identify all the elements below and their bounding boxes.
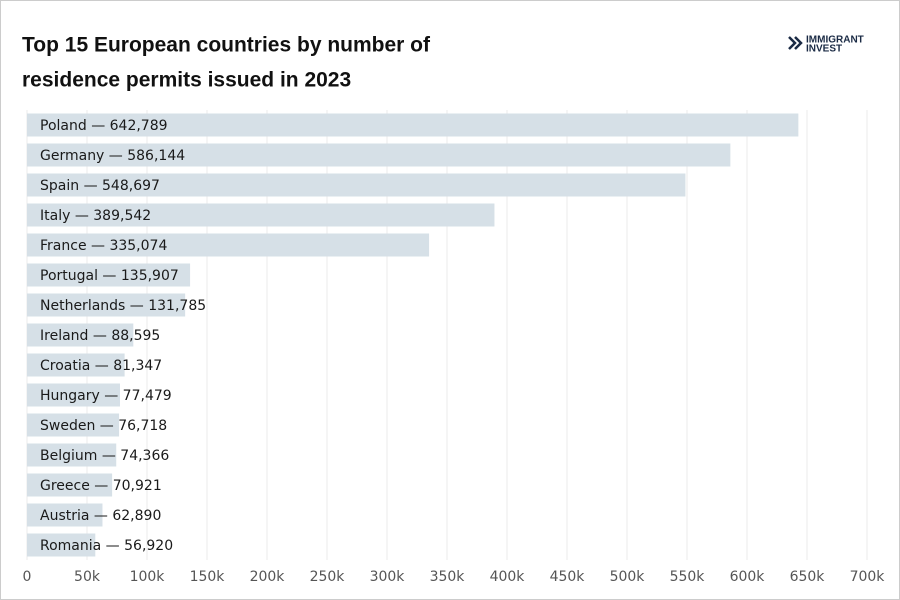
bar-label: France — 335,074 [40, 238, 167, 254]
chart-title: Top 15 European countries by number of [22, 34, 431, 57]
logo-icon [788, 36, 803, 50]
x-tick-label: 300k [370, 569, 406, 585]
logo-text: IMMIGRANT [806, 35, 864, 46]
bar-label: Croatia — 81,347 [40, 358, 162, 374]
x-tick-label: 450k [550, 569, 586, 585]
bar [27, 293, 186, 317]
bar-label: Sweden — 76,718 [40, 418, 167, 434]
bar [27, 383, 120, 407]
bar-label: Greece — 70,921 [40, 478, 162, 494]
labels: 0 50k 100k 150k 200k 250k 300k 350k 400k 450k 500k… [23, 118, 886, 585]
bar [27, 473, 113, 497]
logo: IMMIGRANT INVEST [788, 35, 864, 55]
bar [27, 203, 495, 227]
x-tick-label: 600k [730, 569, 766, 585]
bar-label: Netherlands — 131,785 [40, 298, 206, 314]
x-tick-label: 100k [130, 569, 166, 585]
bar-label: Belgium — 74,366 [40, 448, 169, 464]
bar [27, 443, 117, 467]
bar [27, 233, 430, 257]
bar-label: Romania — 56,920 [40, 538, 173, 554]
bar [27, 413, 120, 437]
bar-label: Germany — 586,144 [40, 148, 185, 164]
x-tick-label: 500k [610, 569, 646, 585]
bar [27, 503, 103, 527]
x-tick-label: 550k [670, 569, 706, 585]
x-tick-label: 0 [23, 569, 32, 585]
bar [27, 143, 731, 167]
bar-label: Austria — 62,890 [40, 508, 161, 524]
x-tick-label: 650k [790, 569, 826, 585]
bars [27, 113, 799, 557]
bar-label: Hungary — 77,479 [40, 388, 172, 404]
x-tick-label: 700k [850, 569, 886, 585]
bar-label: Italy — 389,542 [40, 208, 151, 224]
x-tick-label: 400k [490, 569, 526, 585]
x-tick-label: 250k [310, 569, 346, 585]
x-tick-label: 50k [74, 569, 101, 585]
bar [27, 113, 799, 137]
bar-label: Spain — 548,697 [40, 178, 160, 194]
x-tick-label: 150k [190, 569, 226, 585]
bar [27, 323, 134, 347]
chart-title: residence permits issued in 2023 [22, 69, 351, 92]
logo-text: INVEST [806, 44, 842, 55]
bar-label: Poland — 642,789 [40, 118, 168, 134]
bar-label: Ireland — 88,595 [40, 328, 160, 344]
x-tick-label: 200k [250, 569, 286, 585]
bar [27, 263, 191, 287]
bar [27, 353, 125, 377]
bar-label: Portugal — 135,907 [40, 268, 179, 284]
bar [27, 173, 686, 197]
x-tick-label: 350k [430, 569, 466, 585]
bar [27, 533, 96, 557]
